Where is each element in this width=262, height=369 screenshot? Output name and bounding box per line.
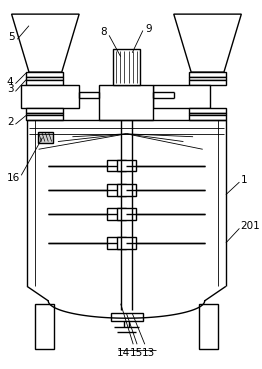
Bar (26, 72, 63, 77)
Polygon shape (12, 14, 79, 72)
Bar (26, 113, 63, 115)
Bar (38, 132, 53, 142)
Text: 16: 16 (7, 173, 20, 183)
Text: 2: 2 (7, 117, 13, 127)
Text: 9: 9 (146, 24, 152, 34)
Bar (21, 85, 79, 108)
Bar (189, 80, 226, 85)
Text: 201: 201 (240, 221, 260, 231)
Bar (113, 49, 140, 85)
Bar (189, 72, 226, 77)
Text: 15: 15 (129, 348, 143, 358)
Bar (107, 184, 127, 196)
Bar (26, 115, 63, 120)
Bar (117, 184, 136, 196)
Bar (189, 115, 226, 120)
Bar (152, 85, 210, 108)
Text: 4: 4 (7, 77, 13, 87)
Bar (26, 108, 63, 113)
Bar (26, 77, 63, 80)
Bar (189, 108, 226, 113)
Bar (26, 80, 63, 85)
Text: 14: 14 (117, 348, 130, 358)
Bar (117, 208, 136, 220)
Text: 1: 1 (240, 175, 247, 185)
Bar (35, 304, 54, 349)
Text: 3: 3 (7, 85, 13, 94)
Polygon shape (174, 14, 241, 72)
Bar (107, 208, 127, 220)
Text: 5: 5 (8, 32, 14, 42)
Bar (189, 113, 226, 115)
Bar (117, 160, 136, 172)
Bar (199, 304, 218, 349)
Text: 8: 8 (100, 27, 107, 38)
Bar (107, 237, 127, 249)
Text: 13: 13 (142, 348, 155, 358)
Bar (189, 77, 226, 80)
Bar (107, 160, 127, 172)
Bar (99, 85, 154, 120)
Bar (117, 237, 136, 249)
Bar (111, 313, 143, 321)
